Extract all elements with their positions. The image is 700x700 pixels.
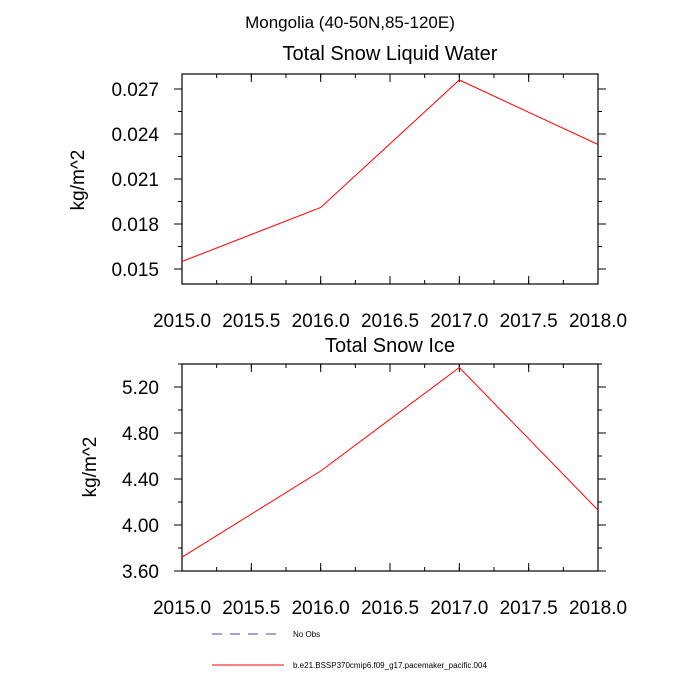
legend-label-model: b.e21.BSSP370cmip6.f09_g17.pacemaker_pac… bbox=[293, 661, 487, 670]
legend-label-no-obs: No Obs bbox=[293, 630, 320, 639]
y-tick-label: 0.024 bbox=[111, 125, 159, 146]
panel-snow-liquid-water: Total Snow Liquid Water kg/m^2 2015.0 201… bbox=[68, 43, 627, 332]
x-tick-label: 2018.0 bbox=[569, 598, 627, 619]
y-axis-label: kg/m^2 bbox=[80, 437, 101, 498]
y-tick-label: 3.60 bbox=[122, 562, 159, 583]
x-tick-label: 2018.0 bbox=[569, 311, 627, 332]
series-line bbox=[181, 366, 599, 558]
x-tick-label: 2015.0 bbox=[153, 598, 211, 619]
y-tick-label: 0.027 bbox=[111, 80, 159, 101]
y-tick-label: 4.00 bbox=[122, 516, 159, 537]
y-tick-label: 0.018 bbox=[111, 215, 159, 236]
x-tick-label: 2015.0 bbox=[153, 311, 211, 332]
series-line bbox=[181, 79, 599, 262]
panel-title: Total Snow Ice bbox=[325, 335, 455, 357]
y-axis-label: kg/m^2 bbox=[68, 150, 89, 211]
y-tick-label: 0.015 bbox=[111, 260, 159, 281]
panel-snow-ice: Total Snow Ice kg/m^2 2015.0 2015.5 2016.0… bbox=[80, 335, 627, 619]
x-tick-label: 2015.5 bbox=[222, 598, 280, 619]
x-tick-label: 2016.5 bbox=[361, 598, 419, 619]
x-tick-label: 2017.5 bbox=[500, 598, 558, 619]
x-tick-label: 2016.0 bbox=[292, 598, 350, 619]
x-tick-label: 2017.0 bbox=[430, 598, 488, 619]
y-tick-label: 4.80 bbox=[122, 424, 159, 445]
y-tick-label: 4.40 bbox=[122, 470, 159, 491]
x-tick-label: 2017.0 bbox=[430, 311, 488, 332]
y-tick-label: 0.021 bbox=[111, 170, 159, 191]
y-tick-label: 5.20 bbox=[122, 378, 159, 399]
x-tick-label: 2016.5 bbox=[361, 311, 419, 332]
plot-frame bbox=[181, 73, 599, 285]
x-tick-label: 2015.5 bbox=[222, 311, 280, 332]
panel-title: Total Snow Liquid Water bbox=[283, 43, 498, 65]
plot-frame bbox=[181, 363, 599, 572]
legend: No Obs b.e21.BSSP370cmip6.f09_g17.pacema… bbox=[212, 630, 487, 670]
figure-suptitle: Mongolia (40-50N,85-120E) bbox=[245, 13, 455, 32]
x-tick-label: 2016.0 bbox=[292, 311, 350, 332]
x-tick-label: 2017.5 bbox=[500, 311, 558, 332]
